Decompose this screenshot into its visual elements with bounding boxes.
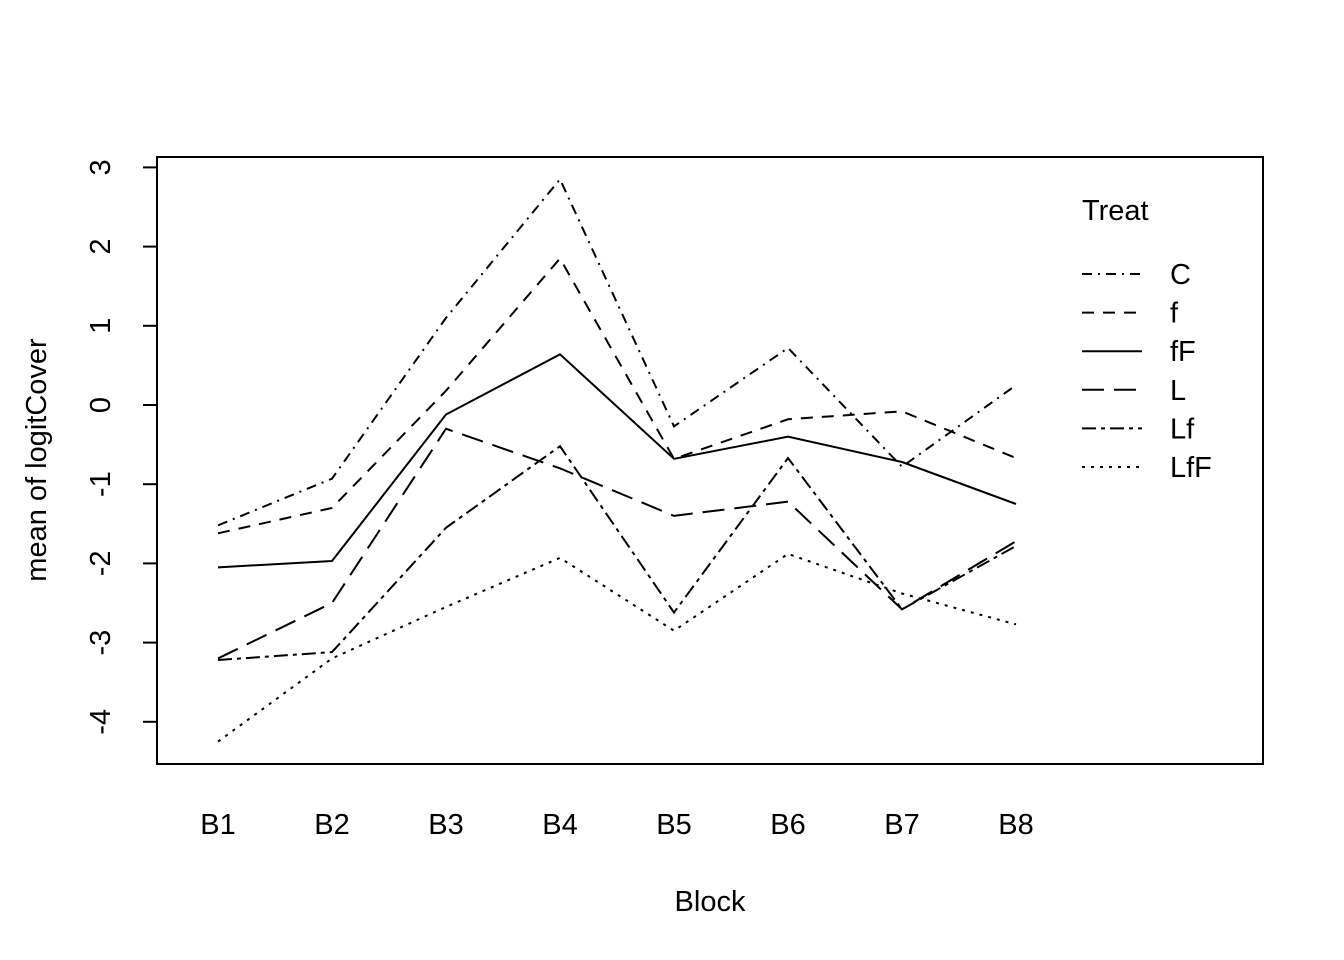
y-tick-label: 1: [85, 318, 117, 334]
x-axis-label: Block: [675, 886, 746, 918]
x-tick-label: B6: [770, 809, 805, 841]
series-line-fF: [217, 353, 1017, 569]
y-tick-label: -4: [85, 709, 117, 735]
x-tick-label: B7: [884, 809, 919, 841]
series-line-C: [217, 177, 1017, 527]
x-axis-labels: B1 B2 B3 B4 B5 B6 B7 B8: [200, 809, 1033, 841]
legend-label-f: f: [1170, 298, 1179, 330]
y-tick-label: 2: [85, 239, 117, 255]
y-tick-label: 3: [85, 159, 117, 175]
x-tick-label: B2: [314, 809, 349, 841]
plot-frame: [156, 156, 1264, 765]
x-tick-label: B5: [656, 809, 691, 841]
series-line-LfF: [217, 552, 1017, 743]
y-tick-label: -2: [85, 551, 117, 577]
y-tick-label: 0: [85, 397, 117, 413]
x-tick-label: B3: [428, 809, 463, 841]
legend-label-LfF: LfF: [1170, 452, 1212, 484]
x-tick-label: B4: [542, 809, 577, 841]
legend-label-C: C: [1170, 259, 1191, 291]
legend-label-Lf: Lf: [1170, 413, 1195, 445]
y-axis: -4 -3 -2 -1 0 1 2 3: [85, 159, 158, 735]
legend-title: Treat: [1082, 195, 1149, 227]
series-lines: [217, 177, 1017, 743]
x-tick-label: B8: [998, 809, 1033, 841]
y-tick-label: -1: [85, 471, 117, 497]
series-line-f: [217, 256, 1017, 535]
legend-label-L: L: [1170, 375, 1186, 407]
y-tick-label: -3: [85, 630, 117, 656]
legend: Treat Cf fF L Lf LfF: [1082, 195, 1212, 484]
y-axis-label: mean of logitCover: [21, 338, 53, 582]
legend-label-fF: fF: [1170, 336, 1196, 368]
series-line-L: [217, 427, 1017, 660]
series-line-Lf: [217, 444, 1017, 662]
x-tick-label: B1: [200, 809, 235, 841]
